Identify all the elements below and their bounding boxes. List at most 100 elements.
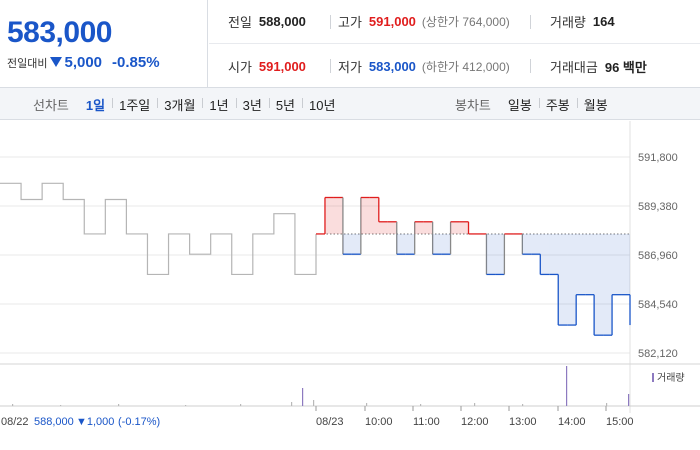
price-box: 583,000 전일대비 5,000 -0.85%: [0, 0, 208, 88]
volume-bar: [366, 403, 368, 406]
volume-bar: [474, 403, 476, 406]
volume-bar: [628, 394, 630, 406]
down-fill: [522, 233, 532, 255]
volume-bar: [522, 404, 524, 406]
y-tick-label: 589,380: [638, 201, 678, 213]
up-fill: [360, 197, 370, 234]
up-fill: [378, 221, 388, 234]
down-fill: [549, 233, 559, 275]
x-tick-label: 08/23: [316, 416, 344, 428]
down-fill: [585, 233, 595, 295]
stat-open: 시가 591,000: [228, 44, 306, 88]
tab-1d[interactable]: 1일: [85, 97, 106, 113]
line-chart-tabs: 선차트 1일 1주일 3개월 1년 3년 5년 10년: [33, 88, 342, 120]
stat-prev-close: 전일 588,000: [228, 0, 306, 44]
x-tick-label: 13:00: [509, 416, 537, 428]
stat-trade-value: 거래대금 96 백만: [550, 44, 647, 88]
volume-bar: [420, 404, 422, 406]
down-fill: [351, 233, 361, 255]
volume-bar: [313, 400, 315, 406]
stat-sub: (상한가 764,000): [421, 15, 510, 29]
stat-label: 저가: [338, 59, 362, 75]
tab-monthly-candle[interactable]: 월봉: [576, 95, 615, 114]
current-price: 583,000: [7, 16, 112, 49]
x-tick-label: 11:00: [413, 416, 440, 428]
volume-bar: [302, 388, 304, 406]
stat-label: 고가: [338, 15, 362, 30]
down-fill: [495, 233, 505, 275]
down-fill: [405, 233, 415, 255]
quote-header: 583,000 전일대비 5,000 -0.85% 전일 588,000 고가 …: [0, 0, 700, 88]
volume-bar: [291, 402, 293, 406]
volume-bar: [118, 404, 120, 406]
up-fill: [450, 221, 460, 234]
stat-low: 저가 583,000 (하한가 412,000): [338, 44, 510, 88]
down-fill: [612, 233, 622, 295]
x-tick-label: 14:00: [558, 416, 586, 428]
down-fill: [396, 233, 406, 255]
y-tick-label: 582,120: [638, 348, 678, 360]
up-fill: [423, 221, 433, 234]
stat-volume: 거래량 164: [550, 0, 615, 44]
candle-chart-tabs: 봉차트 일봉 주봉 월봉: [455, 88, 615, 120]
down-fill: [342, 233, 352, 255]
x-tick-label: 10:00: [365, 416, 393, 428]
chart-tabbar: 선차트 1일 1주일 3개월 1년 3년 5년 10년 봉차트 일봉 주봉 월봉: [0, 88, 700, 120]
volume-legend-label: 거래량: [657, 372, 685, 384]
divider: [330, 15, 331, 29]
change-percent: -0.85%: [112, 54, 160, 71]
stat-label: 전일: [228, 15, 252, 30]
prev-day-change: ▼1,000: [76, 416, 114, 428]
stat-value: 591,000: [258, 58, 306, 74]
down-fill: [558, 233, 568, 326]
down-fill: [567, 233, 577, 326]
stat-high: 고가 591,000 (상한가 764,000): [338, 0, 510, 44]
tab-daily-candle[interactable]: 일봉: [507, 97, 532, 113]
tab-weekly-candle[interactable]: 주봉: [538, 95, 577, 114]
prev-day-label: 08/22: [1, 416, 29, 428]
up-fill: [369, 197, 379, 234]
stat-value: 591,000: [368, 14, 416, 29]
prev-day-change-percent: (-0.17%): [118, 416, 160, 428]
stat-sub: (하한가 412,000): [421, 59, 510, 74]
up-fill: [459, 221, 469, 234]
tab-3y[interactable]: 3년: [235, 95, 269, 114]
stat-value: 96 백만: [604, 59, 647, 75]
y-tick-label: 584,540: [638, 299, 678, 311]
up-fill: [387, 221, 397, 234]
stat-value: 583,000: [368, 58, 416, 74]
stat-label: 거래대금: [550, 59, 598, 75]
divider: [330, 59, 331, 73]
volume-bar: [240, 404, 242, 406]
stat-label: 시가: [228, 59, 252, 75]
prev-day-close: 588,000: [34, 416, 74, 428]
change-row: 전일대비 5,000 -0.85%: [7, 54, 160, 71]
volume-bar: [60, 405, 62, 406]
x-tick-label: 12:00: [461, 416, 489, 428]
down-fill: [603, 233, 613, 336]
down-triangle-icon: [50, 57, 63, 67]
down-fill: [594, 233, 604, 336]
volume-bar: [606, 403, 608, 406]
stat-value: 588,000: [258, 14, 306, 29]
stats-row-2: 시가 591,000 저가 583,000 (하한가 412,000) 거래대금…: [209, 44, 700, 88]
tab-1y[interactable]: 1년: [202, 95, 235, 114]
tab-3m[interactable]: 3개월: [157, 95, 202, 114]
tab-5y[interactable]: 5년: [268, 95, 302, 114]
line-chart-title: 선차트: [33, 97, 69, 113]
up-fill: [333, 197, 343, 234]
divider: [530, 59, 531, 73]
price-chart[interactable]: 591,800 589,380 586,960 584,540 582,120 거래량 …: [0, 121, 700, 450]
volume-bar: [566, 366, 568, 406]
down-fill: [441, 233, 451, 255]
change-label: 전일대비: [7, 58, 48, 70]
down-fill: [621, 233, 630, 295]
y-tick-label: 586,960: [638, 250, 678, 262]
stats-panel: 전일 588,000 고가 591,000 (상한가 764,000) 거래량 …: [209, 0, 700, 88]
x-tick-label: 15:00: [606, 416, 634, 428]
volume-legend-swatch: [652, 373, 654, 382]
volume-bar: [185, 405, 187, 406]
tab-10y[interactable]: 10년: [302, 95, 342, 114]
tab-1w[interactable]: 1주일: [112, 95, 157, 114]
